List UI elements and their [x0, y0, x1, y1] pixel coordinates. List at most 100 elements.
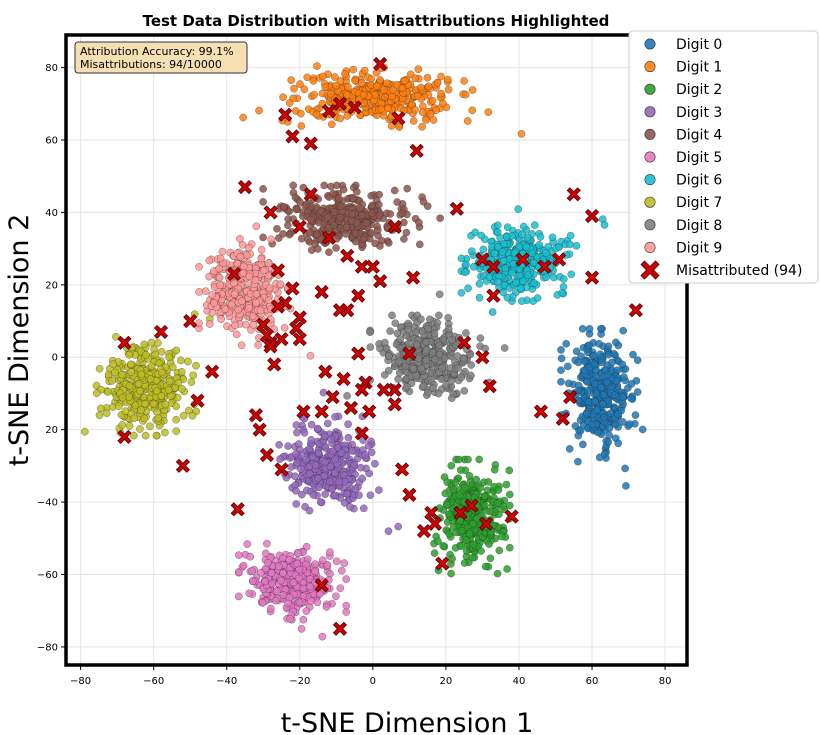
- data-point: [343, 91, 351, 99]
- data-point: [245, 589, 253, 598]
- data-point: [215, 264, 224, 273]
- data-point: [460, 268, 469, 277]
- y-axis-label: t-SNE Dimension 2: [4, 214, 35, 467]
- data-point: [576, 426, 585, 435]
- data-point: [366, 491, 375, 500]
- data-point: [329, 189, 338, 198]
- series-digit-1: [239, 62, 526, 138]
- data-point: [462, 260, 470, 269]
- data-point: [227, 300, 236, 309]
- data-point: [448, 554, 456, 563]
- data-point: [565, 445, 574, 453]
- data-point: [125, 421, 134, 430]
- data-point-outlier: [456, 466, 465, 474]
- data-point: [490, 249, 499, 258]
- data-point: [307, 215, 315, 224]
- data-point: [172, 415, 181, 424]
- data-point: [221, 305, 230, 314]
- misattribution-marker: [566, 187, 581, 202]
- data-point: [154, 414, 163, 422]
- data-point: [104, 388, 112, 396]
- data-point: [279, 569, 287, 577]
- data-point: [505, 543, 514, 552]
- data-point: [259, 185, 267, 193]
- legend-marker: [644, 196, 656, 208]
- data-point: [292, 205, 301, 214]
- data-point-outlier: [114, 402, 123, 411]
- data-point: [141, 399, 149, 408]
- data-point-outlier: [384, 527, 393, 536]
- data-point: [445, 529, 454, 538]
- data-point: [297, 465, 305, 473]
- y-tick-label: −40: [37, 498, 58, 509]
- data-point: [359, 90, 368, 99]
- misattribution-marker: [267, 357, 282, 372]
- data-point: [323, 419, 332, 428]
- data-point: [189, 371, 198, 380]
- misattribution-marker: [303, 136, 318, 151]
- data-point: [572, 347, 581, 356]
- data-point: [352, 187, 361, 196]
- data-point-outlier: [503, 293, 512, 302]
- legend-label: Digit 9: [676, 240, 722, 256]
- data-point: [456, 517, 465, 525]
- data-point: [376, 344, 384, 353]
- data-point: [517, 297, 526, 305]
- data-point: [359, 235, 368, 244]
- data-point-outlier: [574, 457, 582, 466]
- legend-label: Digit 1: [676, 60, 722, 76]
- data-point: [292, 450, 300, 458]
- data-point: [404, 325, 413, 334]
- data-point: [336, 202, 345, 210]
- misattribution-marker: [351, 346, 366, 361]
- data-point: [413, 92, 422, 100]
- data-point: [218, 247, 227, 256]
- data-point: [377, 105, 386, 113]
- data-point: [172, 402, 181, 411]
- data-point: [422, 346, 431, 354]
- data-point: [457, 254, 466, 263]
- data-point: [447, 569, 455, 578]
- data-point: [125, 393, 133, 401]
- data-point: [371, 459, 379, 468]
- data-point-outlier: [488, 308, 497, 316]
- data-point: [455, 491, 464, 500]
- y-tick-label: 40: [45, 208, 58, 219]
- data-point: [564, 379, 573, 388]
- data-point: [278, 554, 287, 563]
- x-tick-label: −80: [70, 676, 91, 687]
- data-point: [475, 279, 484, 288]
- data-point: [464, 284, 472, 293]
- misattribution-marker: [628, 303, 643, 318]
- data-point: [284, 221, 292, 230]
- data-point-outlier: [566, 231, 575, 240]
- annotation-accuracy: Attribution Accuracy: 99.1%: [80, 45, 234, 58]
- legend-label: Digit 3: [676, 105, 722, 121]
- data-point: [430, 329, 439, 338]
- data-point: [386, 327, 394, 335]
- data-point: [499, 256, 508, 265]
- data-point: [258, 598, 267, 607]
- data-point: [447, 461, 456, 470]
- data-point: [604, 438, 613, 446]
- data-point: [433, 78, 442, 87]
- data-point: [367, 209, 376, 217]
- data-point: [393, 198, 402, 206]
- data-point: [597, 383, 605, 392]
- data-point: [297, 109, 305, 118]
- data-point: [604, 342, 613, 351]
- data-point: [251, 276, 260, 285]
- data-point: [146, 375, 155, 384]
- data-point: [125, 351, 134, 359]
- data-point: [261, 577, 269, 586]
- series-digit-5: [234, 539, 351, 641]
- data-point: [307, 436, 316, 444]
- data-point: [307, 597, 315, 605]
- data-point: [610, 391, 619, 399]
- data-point-outlier: [161, 400, 170, 409]
- data-point: [457, 542, 466, 551]
- data-point: [384, 239, 393, 247]
- data-point: [256, 306, 265, 315]
- data-point: [268, 579, 277, 588]
- data-point: [140, 340, 149, 349]
